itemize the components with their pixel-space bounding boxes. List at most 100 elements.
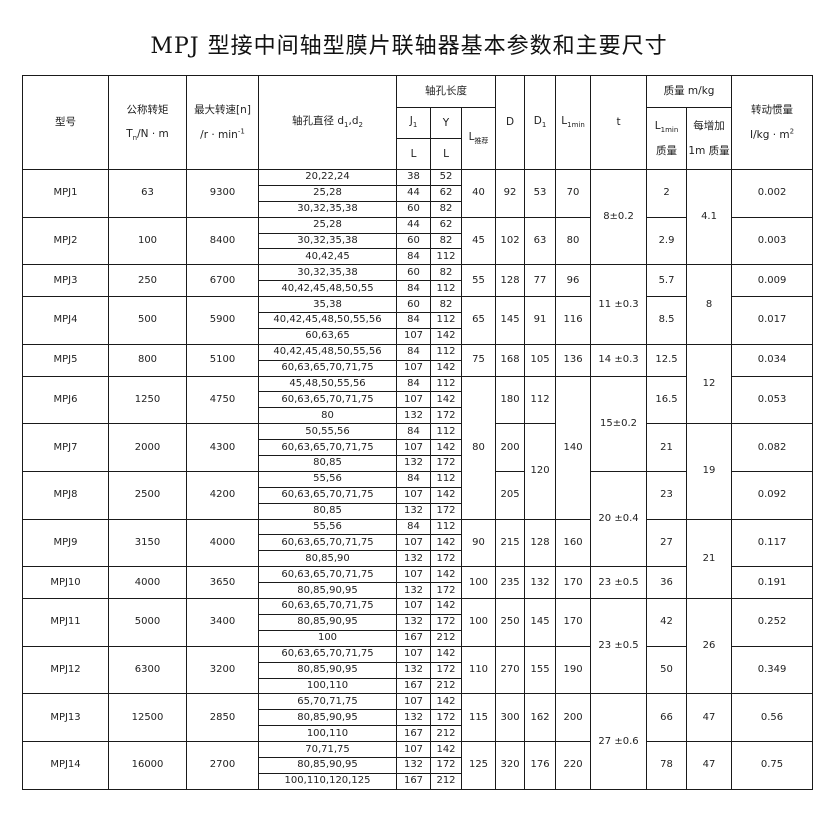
t-cell: 15±0.2 (590, 375, 648, 472)
header-torque: 公称转矩 Tn/N · m (108, 75, 187, 170)
j1-length-cell: 167 (396, 725, 431, 743)
l1min-cell: 96 (555, 264, 592, 298)
j1-length-cell: 167 (396, 772, 431, 790)
model-cell: MPJ2 (22, 216, 109, 266)
speed-cell: 4000 (186, 518, 259, 568)
y-length-cell: 212 (430, 725, 462, 743)
j1-length-cell: 84 (396, 312, 431, 329)
d-cell: 145 (495, 296, 526, 345)
l-rec-cell: 75 (460, 343, 497, 377)
l-rec-cell: 65 (460, 296, 497, 345)
table-row: MPJ3 250 6700 30,32,35,38 60 82 55 128 77 96 11 ±0… (22, 264, 814, 345)
l-rec-cell: 115 (460, 693, 497, 743)
l1min-cell: 200 (555, 693, 592, 743)
bore-diameter-cell: 60,63,65,70,71,75 (258, 391, 397, 409)
j1-length-cell: 107 (396, 741, 431, 758)
model-cell: MPJ4 (22, 296, 109, 345)
header-j1: J1 (396, 107, 431, 139)
y-length-cell: 172 (430, 613, 462, 631)
table-row: 80,85 132 172 (23, 455, 813, 472)
model-cell: MPJ1 (22, 169, 109, 218)
j1-length-cell: 60 (396, 264, 431, 282)
per-m-cell: 47 (686, 741, 733, 790)
t-cell: 20 ±0.4 (590, 470, 648, 568)
mass-cell: 16.5 (646, 375, 688, 425)
d1-cell: 155 (524, 645, 557, 695)
y-length-cell: 172 (430, 661, 462, 679)
bore-diameter-cell: 80,85 (258, 502, 397, 520)
table-row: MPJ4 500 5900 35,38 60 82 65 145 91 116 8.5 0.017 (22, 296, 814, 345)
d1-cell: 132 (524, 566, 557, 600)
y-length-cell: 62 (430, 184, 462, 202)
d-cell: 270 (495, 645, 526, 695)
table-row: MPJ11 5000 3400 60,63,65,70,71,75 107 142 100 2… (22, 598, 814, 695)
table-row: MPJ8 2500 4200 55,56 84 112 205 20 ±0.4 23 0.092 (22, 470, 814, 568)
d-cell: 180 (495, 375, 526, 425)
bore-diameter-cell: 60,63,65,70,71,75 (258, 359, 397, 377)
bore-diameter-cell: 80,85,90,95 (258, 709, 397, 727)
torque-cell: 3150 (108, 518, 187, 568)
t-cell: 11 ±0.3 (590, 264, 648, 345)
table-row: 40,42,45,48,50,55 84 112 (23, 280, 813, 298)
model-cell: MPJ11 (22, 598, 109, 647)
d-cell: 128 (495, 264, 526, 298)
bore-diameter-cell: 25,28 (258, 216, 397, 234)
t-cell: 8±0.2 (590, 168, 648, 266)
table-row: MPJ13 12500 2850 65,70,71,75 107 142 115 300 162… (22, 693, 814, 790)
bore-diameter-cell: 55,56 (258, 518, 397, 536)
l-rec-cell: 80 (460, 375, 497, 520)
y-length-cell: 82 (430, 296, 462, 314)
speed-cell: 3400 (186, 598, 259, 647)
header-mass-per-m: 每增加 1m 质量 (686, 107, 733, 170)
mass-cell: 42 (646, 598, 688, 647)
y-length-cell: 52 (430, 169, 462, 186)
y-length-cell: 172 (430, 407, 462, 425)
bore-diameter-cell: 80,85,90 (258, 550, 397, 568)
y-length-cell: 112 (430, 343, 462, 361)
j1-length-cell: 132 (396, 709, 431, 727)
model-cell: MPJ10 (22, 566, 109, 600)
mass-cell: 23 (646, 470, 688, 520)
inertia-cell: 0.191 (731, 566, 814, 600)
table-row: 25,28 44 62 (23, 184, 813, 202)
y-length-cell: 112 (430, 248, 462, 266)
header-j1-l: L (396, 138, 431, 170)
y-length-cell: 142 (430, 359, 462, 377)
j1-length-cell: 132 (396, 756, 431, 774)
bore-diameter-cell: 60,63,65,70,71,75 (258, 439, 397, 457)
table-row: 30,32,35,38 60 82 (23, 200, 813, 218)
bore-diameter-cell: 80,85,90,95 (258, 756, 397, 774)
torque-cell: 500 (108, 296, 187, 345)
per-m-cell: 4.1 (686, 168, 733, 266)
l1min-cell: 136 (555, 343, 592, 377)
j1-length-cell: 132 (396, 455, 431, 472)
bore-diameter-cell: 80,85,90,95 (258, 582, 397, 600)
d1-cell: 63 (524, 216, 557, 266)
d1-cell: 120 (524, 423, 557, 520)
model-cell: MPJ12 (22, 645, 109, 695)
inertia-cell: 0.252 (731, 598, 814, 647)
y-length-cell: 172 (430, 550, 462, 568)
bore-diameter-cell: 60,63,65,70,71,75 (258, 645, 397, 663)
table-row: 60,63,65,70,71,75 107 142 (23, 439, 813, 457)
torque-cell: 5000 (108, 598, 187, 647)
y-length-cell: 212 (430, 629, 462, 647)
bore-diameter-cell: 30,32,35,38 (258, 200, 397, 218)
bore-diameter-cell: 70,71,75 (258, 741, 397, 758)
d1-cell: 128 (524, 518, 557, 568)
l-rec-cell: 40 (460, 169, 497, 218)
l-rec-cell: 45 (460, 216, 497, 266)
parameters-table: 型号 公称转矩 Tn/N · m 最大转速[n]/r · min-1 轴孔直径 d… (22, 75, 814, 790)
table-row: 80,85,90,95 132 172 (23, 661, 813, 679)
header-y: Y (430, 107, 462, 139)
table-row: MPJ14 16000 2700 70,71,75 107 142 125 320 176 220… (22, 741, 814, 790)
table-row: MPJ12 6300 3200 60,63,65,70,71,75 107 142 110 2… (22, 645, 814, 695)
speed-cell: 2700 (186, 741, 259, 790)
model-cell: MPJ5 (22, 343, 109, 377)
bore-diameter-cell: 100,110 (258, 677, 397, 695)
model-cell: MPJ9 (22, 518, 109, 568)
j1-length-cell: 132 (396, 613, 431, 631)
inertia-cell: 0.092 (731, 470, 814, 520)
per-m-cell: 21 (686, 518, 733, 600)
inertia-cell: 0.003 (731, 216, 814, 266)
